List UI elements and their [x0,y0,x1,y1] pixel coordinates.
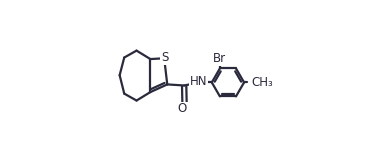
Text: Br: Br [213,52,226,65]
Text: CH₃: CH₃ [252,76,273,89]
Text: S: S [161,51,168,64]
Text: HN: HN [190,75,208,88]
Text: O: O [178,102,187,115]
